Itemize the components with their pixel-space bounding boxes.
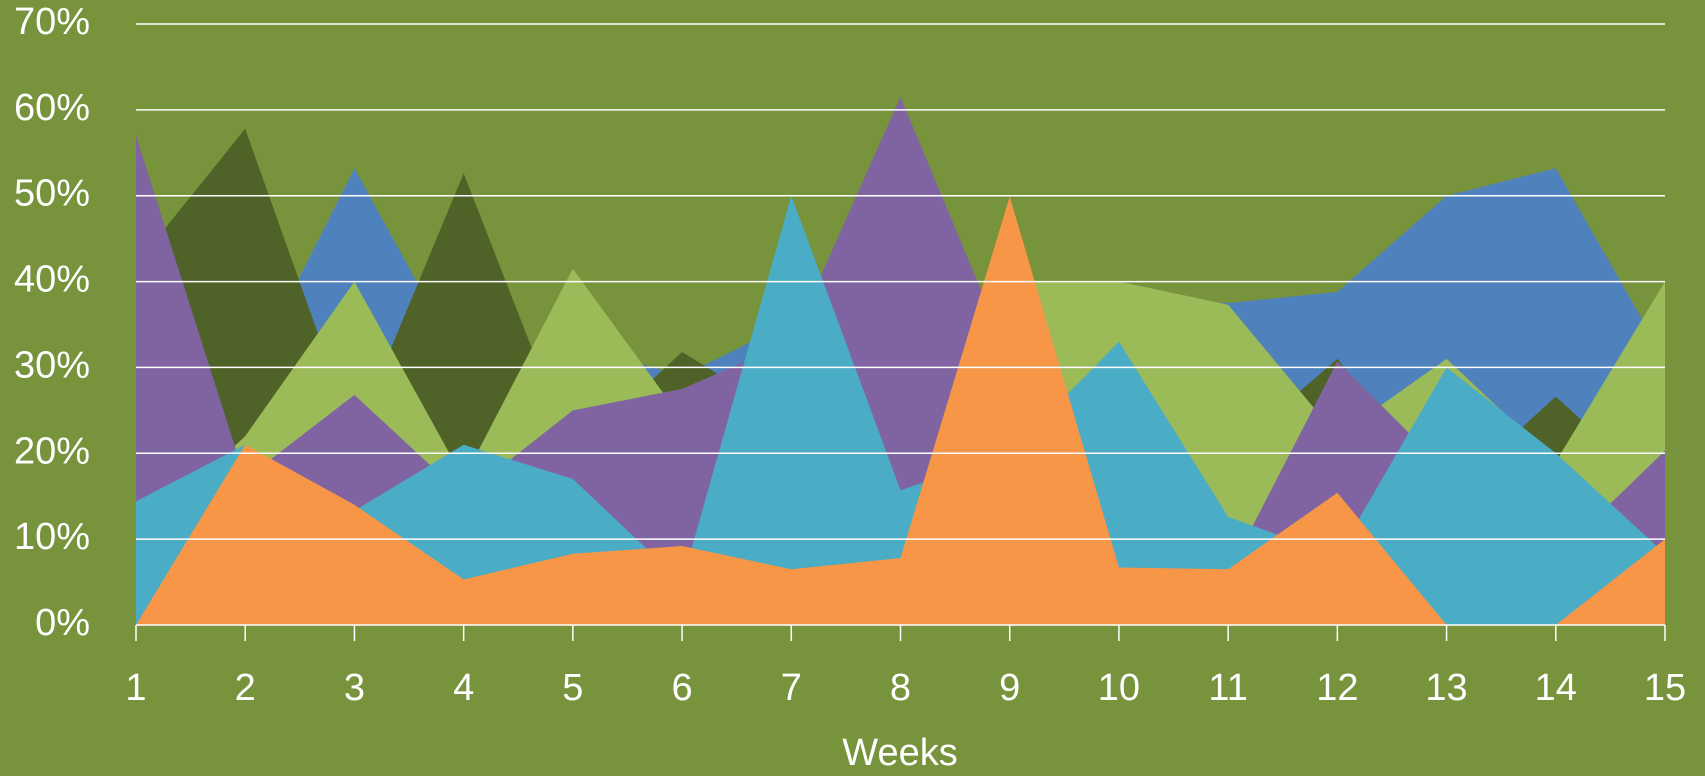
x-tick-label: 10: [1098, 667, 1140, 709]
x-tick-label: 5: [562, 667, 583, 709]
y-tick-label: 70%: [14, 1, 90, 43]
x-tick-label: 1: [125, 667, 146, 709]
x-tick-label: 4: [453, 667, 474, 709]
y-tick-label: 40%: [14, 259, 90, 301]
x-tick-label: 12: [1316, 667, 1358, 709]
x-tick-label: 6: [672, 667, 693, 709]
area: [136, 195, 1665, 625]
area: [136, 196, 1665, 625]
y-tick-label: 50%: [14, 173, 90, 215]
x-tick-label: 11: [1208, 667, 1247, 709]
x-axis-label: Weeks: [842, 732, 957, 774]
y-tick-label: 20%: [14, 430, 90, 472]
x-tick-label: 3: [344, 667, 365, 709]
x-tick-label: 14: [1535, 667, 1577, 709]
y-tick-label: 60%: [14, 87, 90, 129]
x-tick-label: 8: [890, 667, 911, 709]
x-tick-label: 2: [235, 667, 256, 709]
x-tick-label: 15: [1644, 667, 1686, 709]
y-tick-label: 0%: [35, 602, 90, 644]
x-tick-label: 9: [999, 667, 1020, 709]
x-tick-label: 7: [781, 667, 802, 709]
x-tick-label: 13: [1425, 667, 1467, 709]
y-tick-label: 10%: [14, 516, 90, 558]
y-tick-label: 30%: [14, 344, 90, 386]
